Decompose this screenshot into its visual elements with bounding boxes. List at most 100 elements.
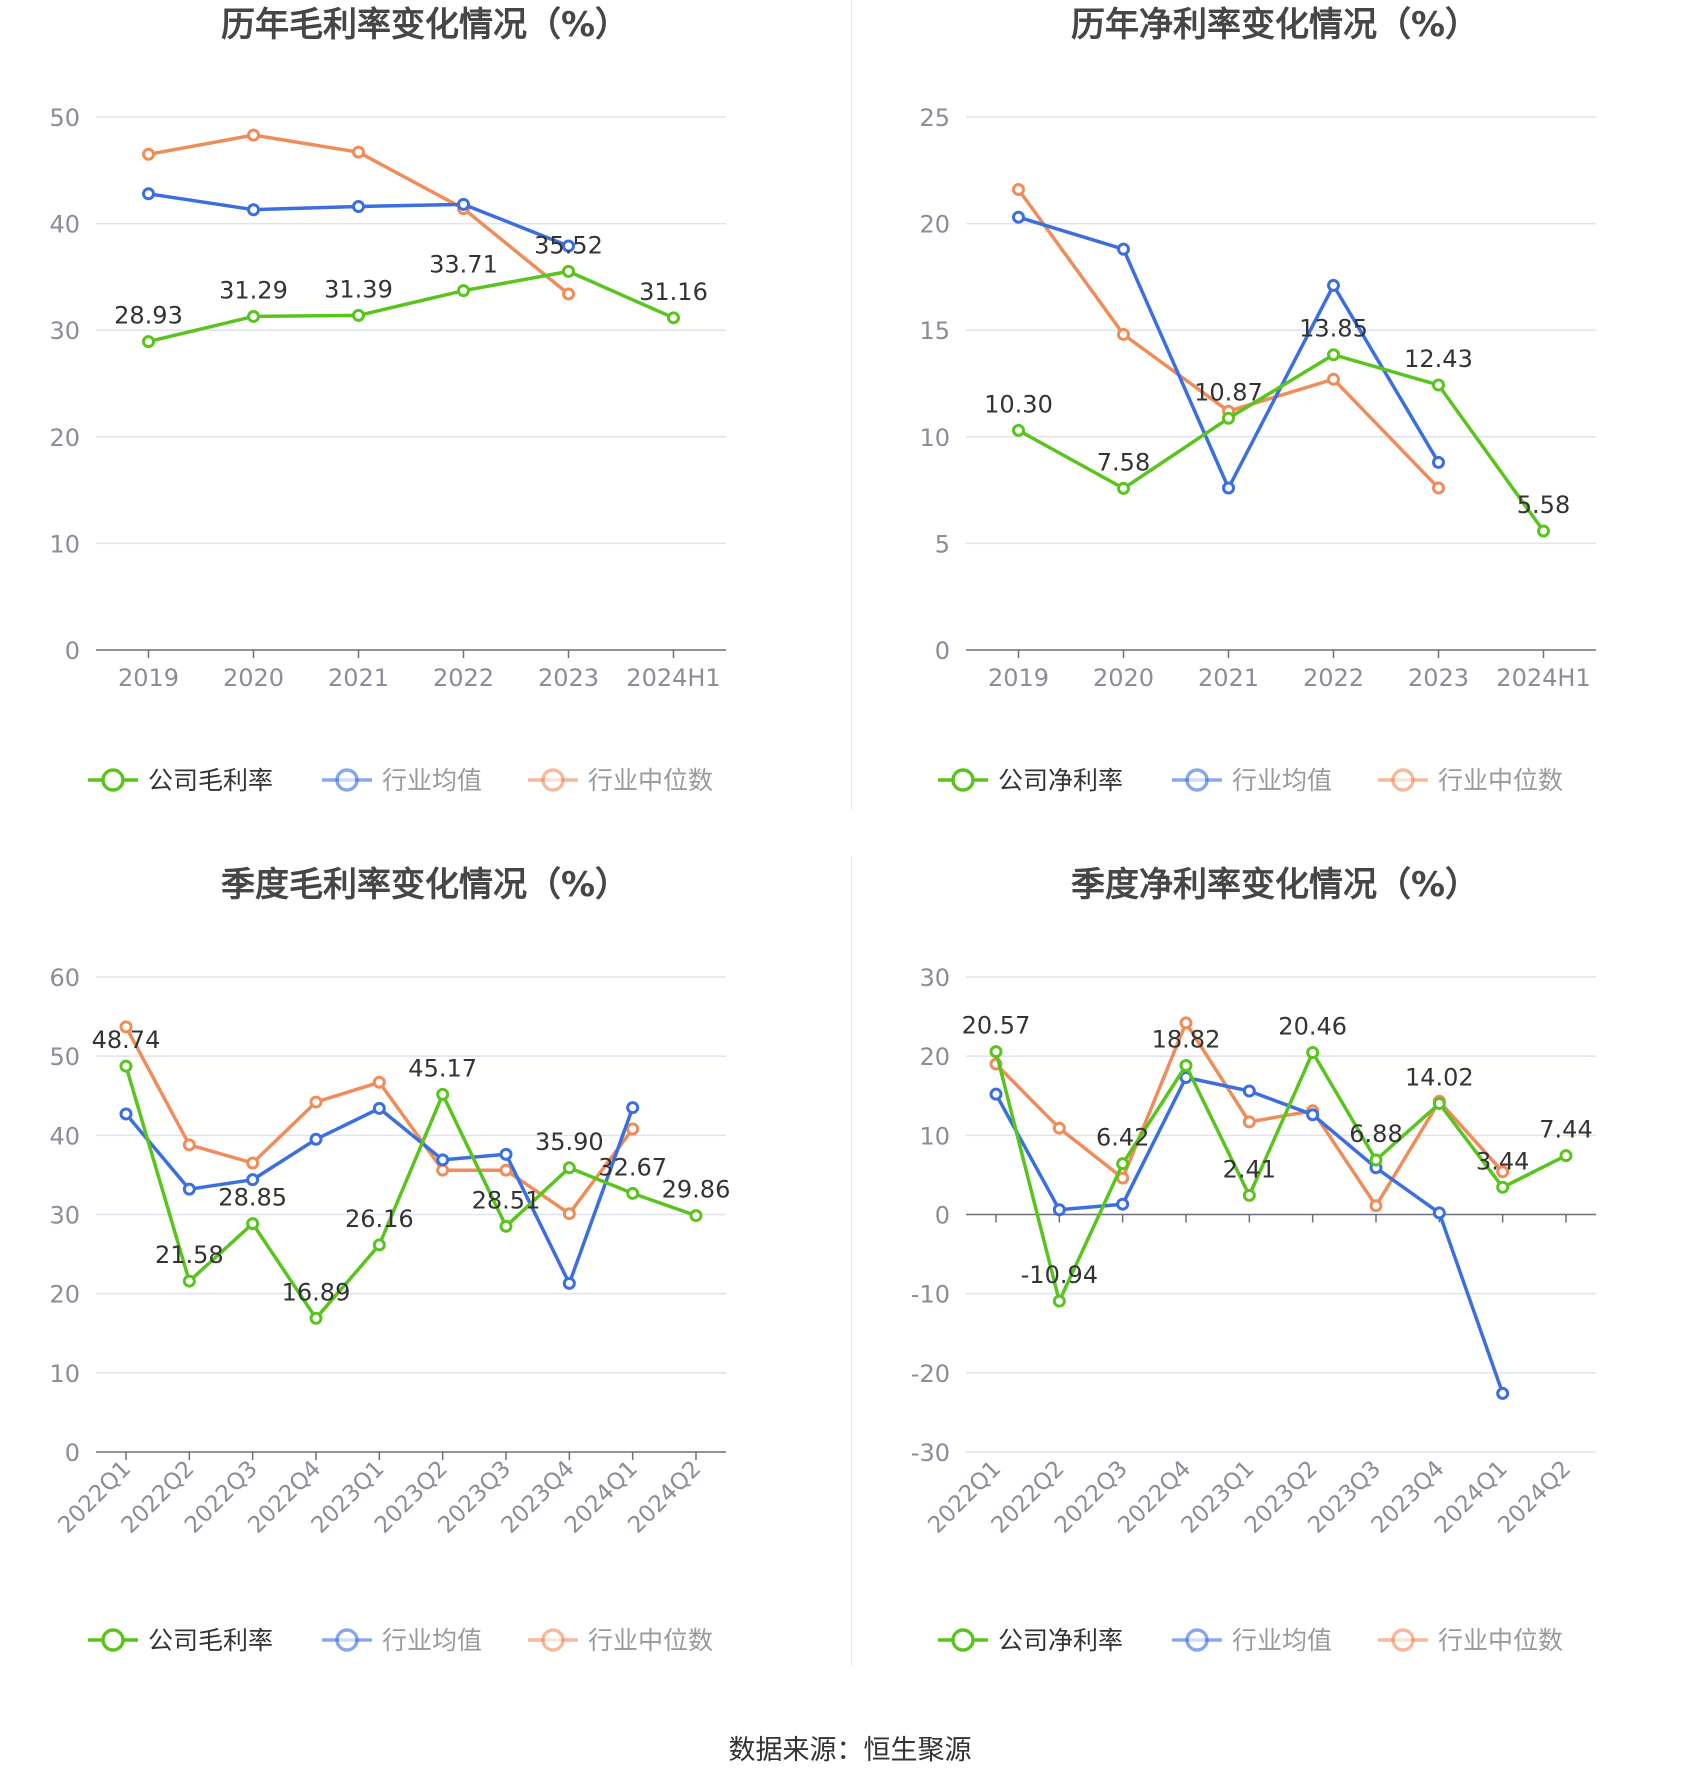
data-point: [626, 1122, 640, 1136]
annual-net-margin-chart: 历年净利率变化情况（%） 0 5 10 15 20 25 2019 2020 2021 2022 20…: [919, 5, 1596, 795]
legend-marker: [101, 768, 125, 792]
data-point: [1242, 1188, 1256, 1202]
legend-label: 公司净利率: [998, 766, 1123, 795]
x-tick-label: 2022: [433, 664, 494, 692]
data-point: [119, 1059, 133, 1073]
series-line-2: [1017, 188, 1440, 490]
data-label: 31.29: [219, 276, 288, 304]
data-point: [246, 1217, 260, 1231]
data-label: 20.57: [962, 1012, 1031, 1040]
data-point: [499, 1219, 513, 1233]
legend-label: 行业均值: [1232, 766, 1332, 795]
data-label: -10.94: [1021, 1261, 1098, 1289]
data-point: [1117, 242, 1130, 256]
series-line-2: [148, 133, 570, 296]
y-tick-label: 30: [919, 964, 950, 992]
data-point: [1369, 1199, 1383, 1213]
data-point: [562, 1207, 576, 1221]
data-label: 10.30: [984, 390, 1053, 418]
data-point: [1432, 455, 1445, 469]
data-point: [1327, 348, 1340, 362]
data-label: 6.42: [1096, 1124, 1149, 1152]
data-point: [119, 1107, 133, 1121]
data-point: [119, 1020, 133, 1034]
data-label: 48.74: [92, 1026, 161, 1054]
data-label: 28.85: [218, 1184, 287, 1212]
data-point: [309, 1311, 323, 1325]
legend-label: 行业中位数: [588, 766, 713, 795]
legend-marker: [101, 1628, 125, 1652]
vertical-divider-top: [851, 0, 852, 810]
y-tick-label: 30: [49, 1202, 80, 1230]
chart-title: 季度毛利率变化情况（%）: [221, 865, 629, 905]
y-tick-label: 10: [49, 1360, 80, 1388]
series-line-0: [148, 269, 675, 344]
y-tick-label: -20: [911, 1360, 950, 1388]
legend-marker: [951, 1628, 975, 1652]
legend-label: 行业中位数: [588, 1626, 713, 1655]
legend-marker: [335, 768, 359, 792]
y-tick-label: 40: [49, 1122, 80, 1150]
y-tick-label: 5: [935, 530, 950, 558]
data-point: [246, 1173, 260, 1187]
y-tick-label: 0: [65, 1439, 80, 1467]
legend-marker: [1185, 768, 1209, 792]
quarterly-gross-margin-chart: 季度毛利率变化情况（%）01020304050602022Q12022Q2202…: [49, 865, 731, 1655]
vertical-divider-bottom: [851, 856, 852, 1666]
data-point: [1052, 1203, 1066, 1217]
data-point: [142, 335, 155, 349]
quarterly-net-margin-chart: 季度净利率变化情况（%）-30-20-1001020302022Q12022Q2…: [911, 865, 1596, 1655]
data-label: 20.46: [1278, 1013, 1347, 1041]
data-label: 35.90: [535, 1128, 604, 1156]
legend-label: 公司净利率: [998, 1626, 1123, 1655]
y-tick-label: 60: [49, 964, 80, 992]
data-label: 31.39: [324, 275, 393, 303]
data-label: 5.58: [1517, 491, 1570, 519]
data-label: 16.89: [282, 1278, 351, 1306]
legend-marker: [1391, 1628, 1415, 1652]
data-label: 45.17: [408, 1054, 477, 1082]
data-point: [1432, 481, 1445, 495]
data-point: [1496, 1165, 1510, 1179]
data-point: [1537, 524, 1550, 538]
legend-marker: [541, 1628, 565, 1652]
data-point: [1306, 1046, 1320, 1060]
y-tick-label: 0: [935, 1202, 950, 1230]
data-point: [182, 1274, 196, 1288]
data-point: [989, 1087, 1003, 1101]
series-line-1: [1017, 215, 1441, 490]
data-point: [247, 203, 260, 217]
x-tick-label: 2022: [1303, 664, 1364, 692]
data-point: [1179, 1016, 1193, 1030]
y-tick-label: 40: [49, 211, 80, 239]
data-point: [499, 1147, 513, 1161]
x-tick-label: 2021: [328, 664, 389, 692]
legend-marker: [951, 768, 975, 792]
data-label: 6.88: [1349, 1120, 1402, 1148]
data-point: [436, 1163, 450, 1177]
data-point: [1222, 411, 1235, 425]
y-tick-label: 10: [49, 530, 80, 558]
data-point: [499, 1163, 513, 1177]
data-point: [1432, 378, 1445, 392]
x-tick-label: 2023: [538, 664, 599, 692]
y-tick-label: 10: [919, 424, 950, 452]
data-point: [562, 1161, 576, 1175]
data-point: [626, 1186, 640, 1200]
y-tick-label: -30: [911, 1439, 950, 1467]
data-point: [1116, 1157, 1130, 1171]
data-point: [1559, 1149, 1573, 1163]
legend-marker: [541, 768, 565, 792]
data-point: [309, 1095, 323, 1109]
data-point: [1012, 210, 1025, 224]
data-point: [1496, 1386, 1510, 1400]
legend-marker: [335, 1628, 359, 1652]
data-point: [247, 128, 260, 142]
data-point: [182, 1138, 196, 1152]
data-label: 10.87: [1194, 378, 1263, 406]
legend-label: 行业中位数: [1438, 1626, 1563, 1655]
data-label: 29.86: [662, 1176, 731, 1204]
data-label: 7.58: [1097, 448, 1150, 476]
data-point: [1012, 423, 1025, 437]
